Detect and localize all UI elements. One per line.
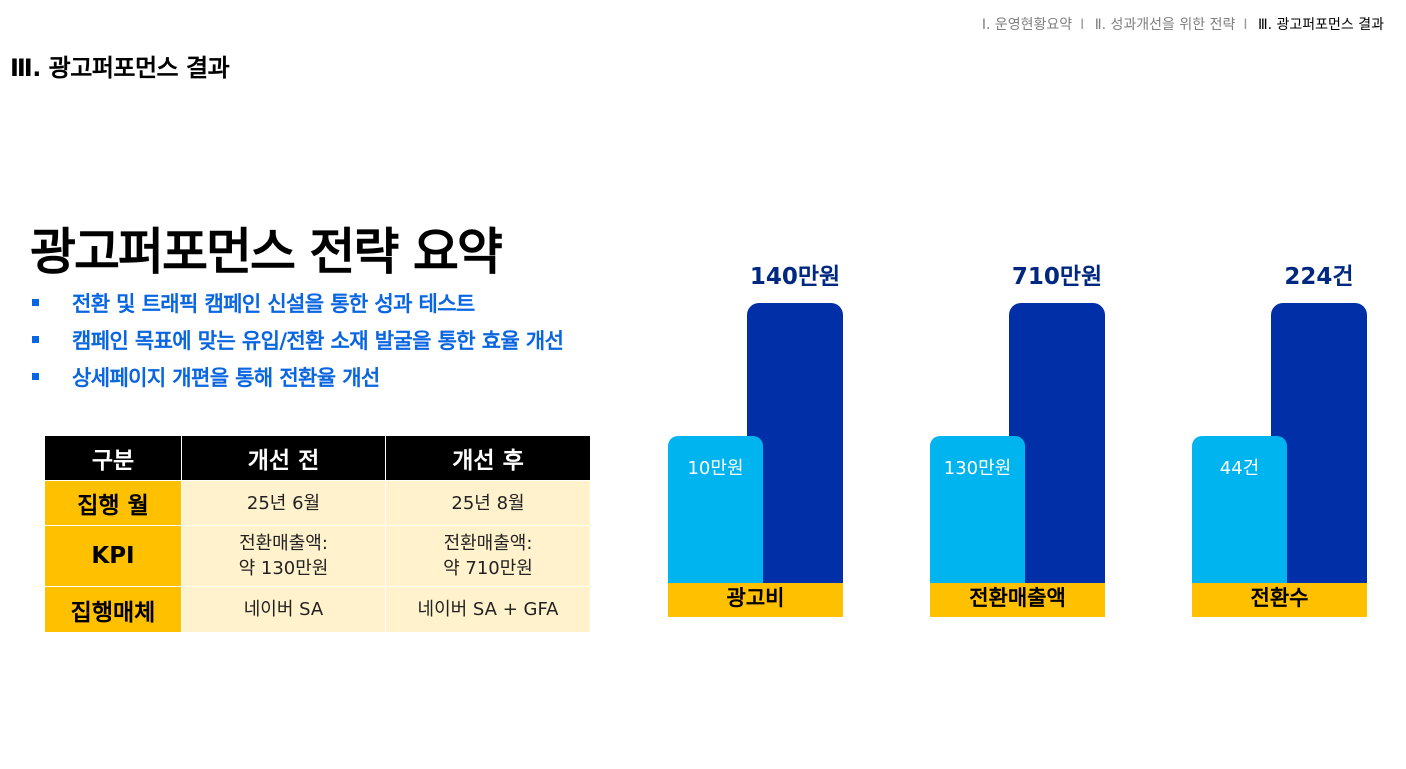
chart-conversions: 224건 44건 전환수 xyxy=(1192,255,1367,617)
row-label: KPI xyxy=(44,525,182,587)
chart-ad-spend: 140만원 10만원 광고비 xyxy=(668,255,843,617)
nav-item-results[interactable]: Ⅲ. 광고퍼포먼스 결과 xyxy=(1257,17,1384,33)
bar-before-label: 130만원 xyxy=(943,458,1012,479)
bar-after xyxy=(747,303,843,583)
table-header: 구분 xyxy=(44,435,182,481)
cell-before: 전환매출액: 약 130만원 xyxy=(181,525,386,587)
table-header: 개선 후 xyxy=(385,435,591,481)
bar-before xyxy=(668,436,763,583)
bullet-item: 상세페이지 개편을 통해 전환율 개선 xyxy=(32,358,563,395)
cell-before: 25년 6월 xyxy=(181,480,386,526)
nav-separator: I xyxy=(1243,17,1248,33)
comparison-table: 구분 개선 전 개선 후 집행 월 25년 6월 25년 8월 KPI 전환매출… xyxy=(44,435,591,633)
square-bullet-icon xyxy=(32,336,39,343)
section-title: Ⅲ. 광고퍼포먼스 결과 xyxy=(10,54,230,82)
bar-after-label: 140만원 xyxy=(749,264,841,290)
bullet-text: 캠페인 목표에 맞는 유입/전환 소재 발굴을 통한 효율 개선 xyxy=(72,328,564,353)
table-header-row: 구분 개선 전 개선 후 xyxy=(44,435,591,481)
bullet-item: 캠페인 목표에 맞는 유입/전환 소재 발굴을 통한 효율 개선 xyxy=(32,321,564,358)
bullet-item: 전환 및 트래픽 캠페인 신설을 통한 성과 테스트 xyxy=(32,284,563,321)
square-bullet-icon xyxy=(32,373,39,380)
row-label: 집행 월 xyxy=(44,480,182,526)
table-row: 집행 월 25년 6월 25년 8월 xyxy=(44,480,591,526)
bar-before xyxy=(930,436,1025,583)
bar-after-label: 710만원 xyxy=(1011,264,1103,290)
chart-conversion-revenue: 710만원 130만원 전환매출액 xyxy=(930,255,1105,617)
cell-after: 네이버 SA + GFA xyxy=(385,586,591,633)
bar-before-label: 10만원 xyxy=(687,458,744,479)
table-header: 개선 전 xyxy=(181,435,386,481)
category-label: 전환매출액 xyxy=(930,583,1105,617)
bar-after xyxy=(1271,303,1367,583)
nav-item-overview[interactable]: Ⅰ. 운영현황요약 xyxy=(981,17,1073,33)
bar-before-label: 44건 xyxy=(1219,458,1260,479)
page-title: 광고퍼포먼스 전략 요약 xyxy=(30,223,503,281)
strategy-bullet-list: 전환 및 트래픽 캠페인 신설을 통한 성과 테스트 캠페인 목표에 맞는 유입… xyxy=(32,284,564,395)
nav-item-strategy[interactable]: Ⅱ. 성과개선을 위한 전략 xyxy=(1094,17,1236,33)
bar-after xyxy=(1009,303,1105,583)
cell-after: 25년 8월 xyxy=(385,480,591,526)
bullet-text: 전환 및 트래픽 캠페인 신설을 통한 성과 테스트 xyxy=(72,291,475,316)
category-label: 광고비 xyxy=(668,583,843,617)
breadcrumb-nav: Ⅰ. 운영현황요약 I Ⅱ. 성과개선을 위한 전략 I Ⅲ. 광고퍼포먼스 결과 xyxy=(976,14,1384,34)
square-bullet-icon xyxy=(32,299,39,306)
cell-after: 전환매출액: 약 710만원 xyxy=(385,525,591,587)
nav-separator: I xyxy=(1080,17,1085,33)
table-row: 집행매체 네이버 SA 네이버 SA + GFA xyxy=(44,586,591,633)
category-label: 전환수 xyxy=(1192,583,1367,617)
bar-after-label: 224건 xyxy=(1284,264,1354,290)
bullet-text: 상세페이지 개편을 통해 전환율 개선 xyxy=(72,365,380,390)
row-label: 집행매체 xyxy=(44,586,182,633)
cell-before: 네이버 SA xyxy=(181,586,386,633)
bar-before xyxy=(1192,436,1287,583)
table-row: KPI 전환매출액: 약 130만원 전환매출액: 약 710만원 xyxy=(44,525,591,587)
